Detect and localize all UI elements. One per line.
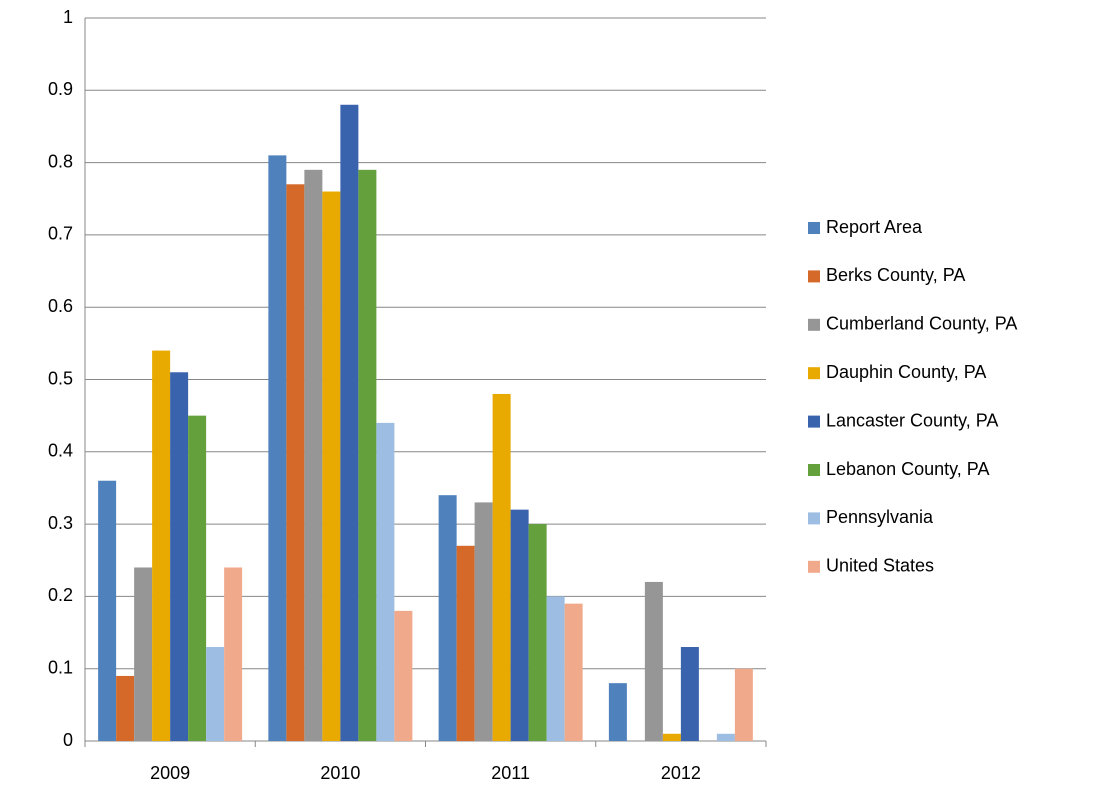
- bar: [716, 733, 735, 741]
- legend-label: Report Area: [826, 217, 923, 237]
- legend-swatch: [808, 270, 820, 283]
- y-tick-label: 0.9: [48, 79, 73, 99]
- bar: [170, 372, 189, 741]
- legend-label: Lancaster County, PA: [826, 410, 998, 430]
- legend-swatch: [808, 560, 820, 573]
- bar: [474, 502, 493, 741]
- legend-label: Lebanon County, PA: [826, 459, 989, 479]
- bar: [564, 603, 583, 741]
- bar: [456, 545, 475, 741]
- legend-label: Berks County, PA: [826, 265, 965, 285]
- legend-label: Pennsylvania: [826, 507, 934, 527]
- bar: [358, 169, 377, 741]
- bar: [376, 422, 395, 741]
- bar: [438, 495, 457, 741]
- legend-label: Cumberland County, PA: [826, 314, 1017, 334]
- bar: [152, 350, 171, 741]
- bar: [322, 191, 341, 741]
- bar: [546, 596, 565, 741]
- bar: [304, 169, 323, 741]
- x-tick-label: 2009: [150, 763, 190, 783]
- y-tick-label: 0.2: [48, 585, 73, 605]
- bar: [134, 567, 153, 741]
- legend-label: United States: [826, 556, 934, 576]
- legend-swatch: [808, 367, 820, 380]
- y-tick-label: 0.6: [48, 296, 73, 316]
- legend-swatch: [808, 512, 820, 525]
- bar: [224, 567, 243, 741]
- bar: [644, 581, 663, 741]
- bar: [340, 104, 359, 741]
- y-tick-label: 0: [63, 730, 73, 750]
- x-tick-label: 2012: [661, 763, 701, 783]
- legend-label: Dauphin County, PA: [826, 362, 986, 382]
- legend-swatch: [808, 415, 820, 428]
- x-tick-label: 2011: [491, 763, 530, 783]
- bar: [206, 647, 225, 741]
- x-tick-label: 2010: [320, 763, 360, 783]
- bar: [734, 668, 753, 741]
- bar: [608, 683, 627, 741]
- y-tick-label: 0.4: [48, 441, 73, 461]
- legend-swatch: [808, 222, 820, 234]
- bar: [492, 393, 511, 741]
- y-tick-label: 1: [63, 7, 73, 27]
- bar: [116, 675, 135, 741]
- bar: [286, 184, 305, 742]
- bar: [680, 647, 699, 741]
- bar: [394, 610, 413, 741]
- bar: [510, 509, 529, 741]
- bar: [528, 524, 547, 741]
- legend-swatch: [808, 464, 820, 476]
- bar: [98, 480, 117, 741]
- y-tick-label: 0.5: [48, 368, 73, 388]
- y-tick-label: 0.7: [48, 224, 73, 244]
- bar: [268, 155, 287, 741]
- y-tick-label: 0.1: [48, 657, 73, 677]
- y-tick-label: 0.8: [48, 151, 73, 171]
- bar: [662, 733, 681, 741]
- y-tick-label: 0.3: [48, 513, 73, 533]
- legend-swatch: [808, 318, 820, 331]
- bar: [188, 415, 207, 741]
